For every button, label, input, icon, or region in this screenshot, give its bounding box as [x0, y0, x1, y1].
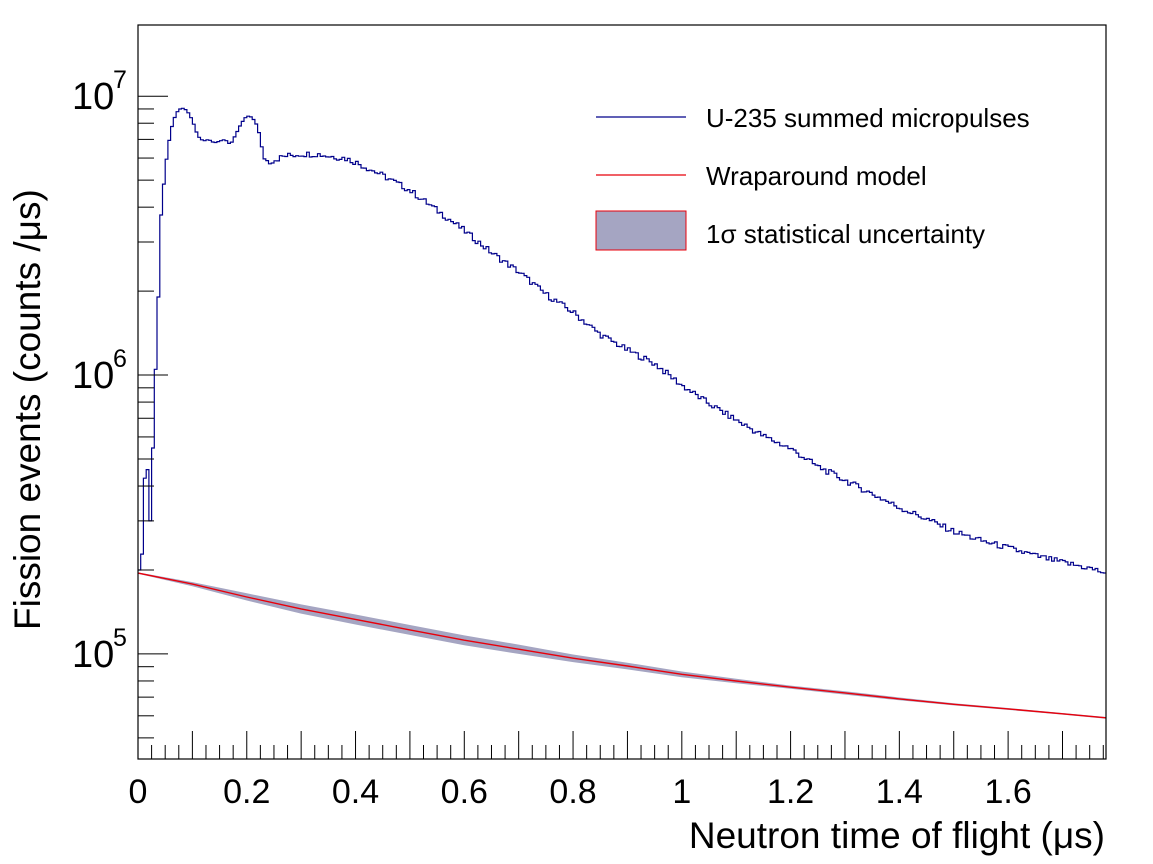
y-tick-exponent: 6 — [113, 345, 127, 373]
series-layer — [137, 107, 1107, 719]
uncertainty-band — [138, 572, 1106, 719]
x-axis-title: Neutron time of flight (μs) — [689, 815, 1105, 856]
legend-label-wraparound: Wraparound model — [706, 161, 927, 191]
x-tick-label: 0 — [129, 773, 148, 811]
y-tick-label: 10 — [72, 355, 114, 397]
legend-swatch-uncertainty — [595, 210, 687, 251]
uncertainty-band-layer — [138, 572, 1106, 719]
x-tick-label: 0.2 — [223, 773, 270, 811]
x-tick-label: 1.2 — [767, 773, 814, 811]
legend-label-uncertainty: 1σ statistical uncertainty — [706, 219, 985, 249]
legend: U-235 summed micropulses Wraparound mode… — [595, 103, 1030, 251]
plot-frame — [137, 24, 1107, 760]
x-tick-label: 0.8 — [549, 773, 596, 811]
x-tick-label: 1 — [672, 773, 691, 811]
y-axis-title: Fission events (counts /μs) — [7, 189, 48, 630]
x-tick-label: 0.6 — [441, 773, 488, 811]
x-tick-label: 0.4 — [332, 773, 379, 811]
y-tick-label: 10 — [72, 76, 114, 118]
x-tick-label: 1.6 — [984, 773, 1031, 811]
x-tick-label: 1.4 — [876, 773, 923, 811]
y-tick-label: 10 — [72, 634, 114, 676]
u235-histogram-line — [138, 107, 1106, 574]
y-tick-exponent: 5 — [113, 624, 127, 652]
x-axis: 0 0.2 0.4 0.6 0.8 1 1.2 1.4 1.6 — [129, 731, 1104, 811]
wraparound-model-line — [137, 572, 1107, 719]
legend-label-u235: U-235 summed micropulses — [706, 103, 1030, 133]
y-tick-exponent: 7 — [113, 66, 127, 94]
